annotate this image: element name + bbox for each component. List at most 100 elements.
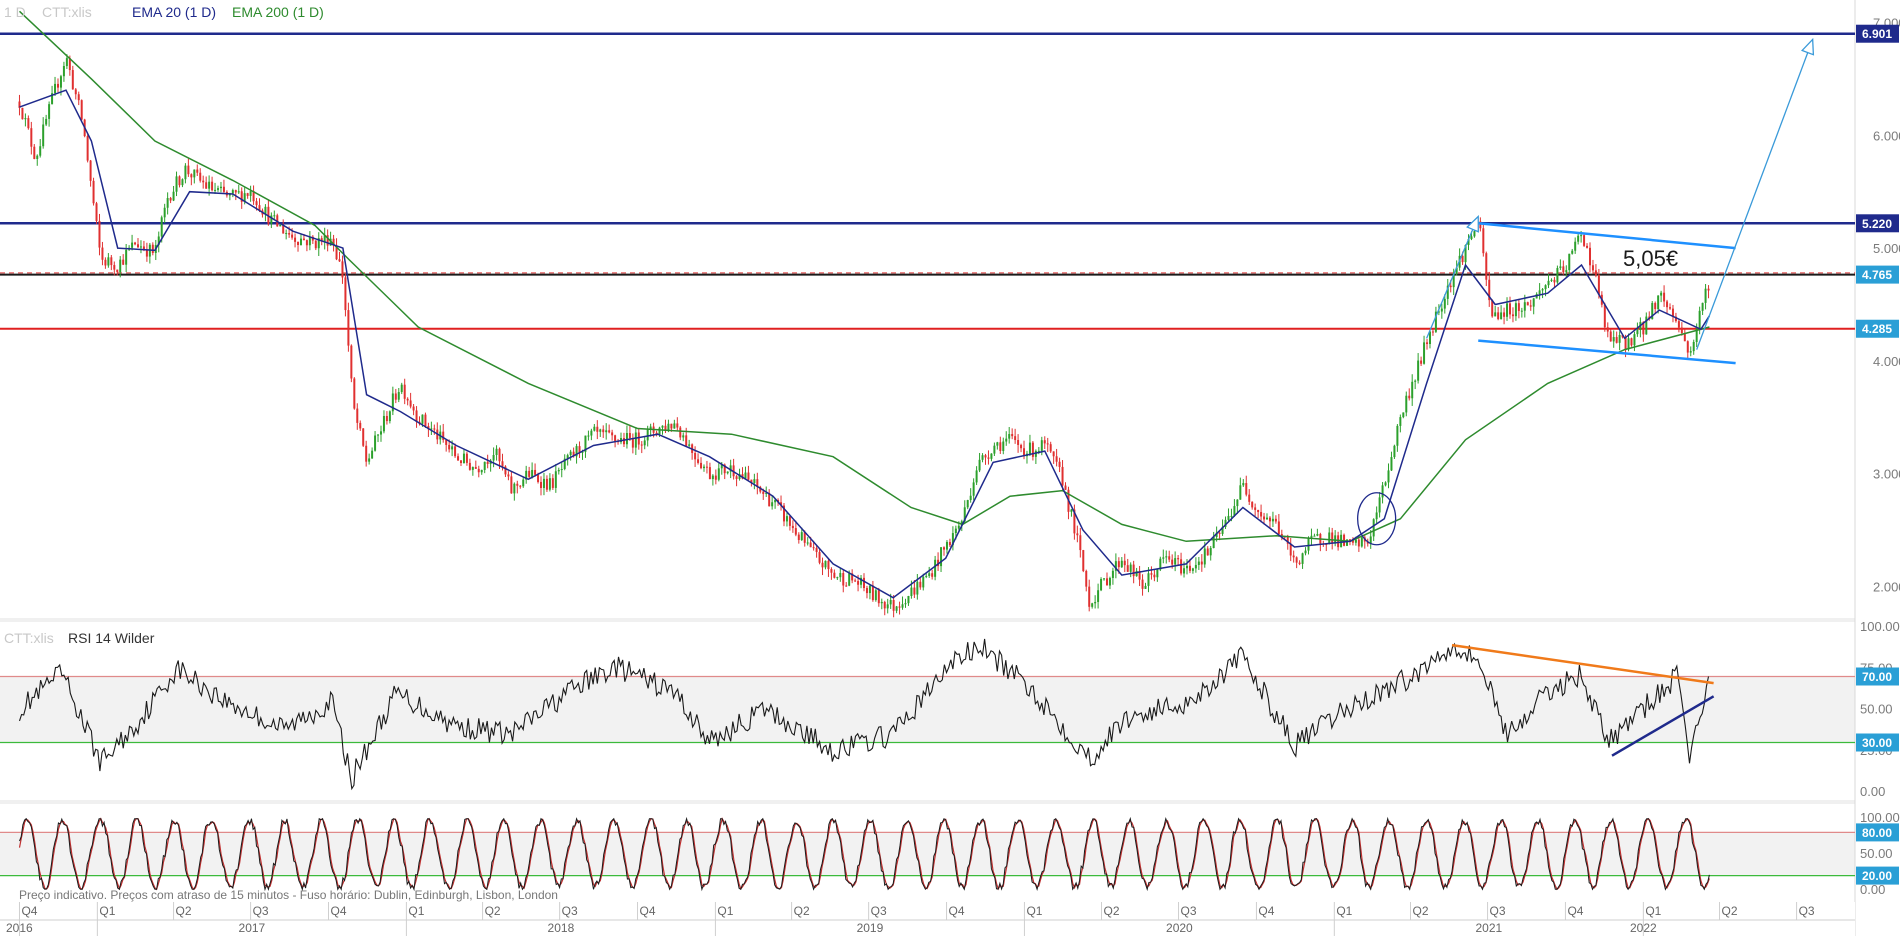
quarter-label[interactable]: Q4	[640, 904, 656, 918]
candle-body	[759, 486, 762, 492]
quarter-label[interactable]: Q1	[408, 904, 424, 918]
quarter-label[interactable]: Q1	[1336, 904, 1352, 918]
quarter-label[interactable]: Q2	[1722, 904, 1738, 918]
year-label[interactable]: 2022	[1630, 921, 1657, 935]
stochastic-panel[interactable]	[0, 816, 1855, 892]
candle-body	[1002, 441, 1005, 451]
stochastic-k-line[interactable]	[19, 816, 1710, 892]
panel-separator-2[interactable]	[0, 800, 1855, 804]
candle-body	[1031, 442, 1034, 457]
candle-body	[694, 452, 697, 460]
year-label[interactable]: 2020	[1166, 921, 1193, 935]
rsi-badge-70.00[interactable]	[1856, 667, 1899, 686]
candle-body	[172, 191, 175, 201]
level-badge-6.901[interactable]	[1856, 24, 1899, 43]
rsi-trendline-2[interactable]	[1611, 695, 1715, 757]
price-tick-label: 2.000	[1873, 579, 1900, 594]
highlight-circle[interactable]	[1356, 492, 1397, 546]
year-label[interactable]: 2017	[239, 921, 266, 935]
quarter-label[interactable]: Q1	[1026, 904, 1042, 918]
quarter-label[interactable]: Q3	[1490, 904, 1506, 918]
candle-body	[584, 435, 587, 452]
quarter-label[interactable]: Q3	[1799, 904, 1815, 918]
candle-body	[1381, 485, 1384, 498]
candle-body	[818, 552, 821, 563]
candle-body	[1408, 395, 1411, 399]
candle-body	[1627, 338, 1630, 350]
candle-body	[365, 445, 368, 462]
quarter-label[interactable]: Q4	[21, 904, 37, 918]
quarter-label[interactable]: Q2	[1103, 904, 1119, 918]
candle-body	[1589, 247, 1591, 266]
quarter-label[interactable]: Q2	[794, 904, 810, 918]
candle-body	[1295, 557, 1298, 563]
candle-body	[913, 587, 916, 595]
candle-body	[1034, 450, 1037, 457]
candle-body	[184, 165, 187, 180]
level-badge-5.220[interactable]	[1856, 214, 1899, 233]
impulse-arrow-shaft[interactable]	[1425, 216, 1479, 339]
stochastic-d-line[interactable]	[18, 817, 1710, 891]
rsi-badge-30.00[interactable]	[1856, 733, 1899, 752]
rsi-tick-label: 100.00	[1860, 619, 1900, 634]
quarter-label[interactable]: Q1	[99, 904, 115, 918]
year-label[interactable]: 2018	[548, 921, 575, 935]
candle-body	[1138, 570, 1141, 580]
price-panel[interactable]	[0, 10, 1855, 618]
quarter-label[interactable]: Q3	[253, 904, 269, 918]
rsi-panel[interactable]	[0, 638, 1855, 791]
channel-upper-line[interactable]	[1478, 222, 1736, 250]
quarter-label[interactable]: Q2	[176, 904, 192, 918]
candle-body	[925, 575, 928, 577]
candle-body	[48, 104, 51, 119]
ema200-line[interactable]	[18, 10, 1710, 543]
candle-body	[1174, 558, 1177, 565]
candle-body	[723, 464, 726, 474]
candle-body	[1165, 556, 1168, 558]
quarter-label[interactable]: Q4	[330, 904, 346, 918]
candles[interactable]	[18, 54, 1710, 618]
year-label[interactable]: 2021	[1475, 921, 1502, 935]
year-label[interactable]: 2019	[857, 921, 884, 935]
quarter-label[interactable]: Q4	[1258, 904, 1274, 918]
candle-body	[1254, 507, 1257, 510]
legend-ema200[interactable]: EMA 200 (1 D)	[232, 4, 324, 20]
year-label[interactable]: 2016	[6, 921, 33, 935]
candle-body	[1156, 569, 1159, 578]
quarter-label[interactable]: Q1	[717, 904, 733, 918]
level-badge-4.285[interactable]	[1856, 319, 1899, 338]
quarter-label[interactable]: Q4	[949, 904, 965, 918]
quarter-label[interactable]: Q2	[485, 904, 501, 918]
legend-ema20[interactable]: EMA 20 (1 D)	[132, 4, 216, 20]
quarter-label[interactable]: Q2	[1413, 904, 1429, 918]
target-arrow-shaft[interactable]	[1696, 39, 1814, 350]
impulse-arrow-head[interactable]	[1466, 215, 1479, 233]
ema20-line[interactable]	[19, 89, 1711, 599]
time-axis[interactable]: Q4 Q1 Q2 Q3 Q4 Q1 Q2 Q3 Q4 Q1 Q2 Q3 Q4 Q1 Q2 Q3 Q4 Q1 Q2 Q3…	[0, 902, 1855, 936]
channel-lower-line[interactable]	[1478, 339, 1736, 365]
stochastic-badge-80.00[interactable]	[1856, 823, 1899, 842]
candle-body	[1304, 550, 1307, 554]
level-badge-4.765[interactable]	[1856, 265, 1899, 284]
rsi-trendline-1[interactable]	[1451, 643, 1714, 685]
quarter-label[interactable]: Q3	[871, 904, 887, 918]
candle-body	[1218, 532, 1221, 534]
quarter-label[interactable]: Q3	[562, 904, 578, 918]
stochastic-badge-20.00[interactable]	[1856, 866, 1899, 885]
rsi-line[interactable]	[18, 638, 1710, 791]
quarter-label[interactable]: Q4	[1567, 904, 1583, 918]
candle-body	[833, 572, 836, 578]
candle-body	[409, 400, 412, 407]
quarter-label[interactable]: Q1	[1645, 904, 1661, 918]
rsi-legend-indicator[interactable]: RSI 14 Wilder	[68, 630, 155, 646]
quarter-label[interactable]: Q3	[1181, 904, 1197, 918]
target-arrow-head[interactable]	[1800, 37, 1815, 56]
candle-body	[264, 206, 267, 215]
panel-separator-1[interactable]	[0, 618, 1855, 622]
candle-body	[1091, 603, 1094, 607]
stochastic-tick-label: 50.00	[1860, 846, 1893, 861]
candle-body	[1532, 298, 1535, 307]
candle-body	[670, 423, 673, 429]
candle-body	[1562, 266, 1565, 273]
candle-body	[486, 461, 489, 465]
